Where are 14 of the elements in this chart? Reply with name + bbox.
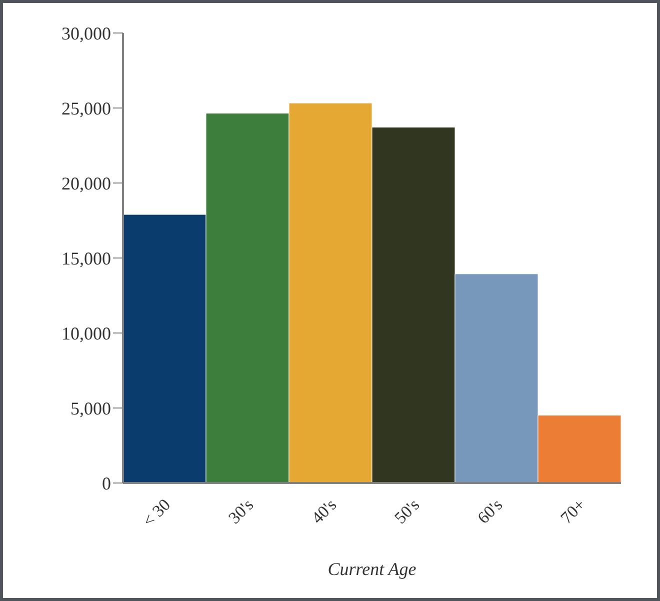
x-tick-label: 30's bbox=[224, 495, 258, 528]
y-tick-label: 30,000 bbox=[62, 23, 111, 44]
y-tick-label: 20,000 bbox=[62, 173, 111, 194]
y-tick-label: 25,000 bbox=[62, 98, 111, 118]
x-tick-label: 40's bbox=[308, 495, 340, 528]
y-tick-label: 5,000 bbox=[70, 398, 111, 418]
y-tick-label: 10,000 bbox=[62, 323, 111, 344]
y-tick-label: 0 bbox=[102, 473, 111, 494]
y-tick-label: 15,000 bbox=[62, 248, 111, 268]
x-tick-label: 70+ bbox=[556, 495, 590, 528]
x-tick-label: 50's bbox=[390, 495, 424, 528]
x-axis-title: Current Age bbox=[328, 559, 416, 579]
x-tick-label: < 30 bbox=[138, 495, 174, 530]
x-tick-label: 60's bbox=[474, 495, 506, 528]
